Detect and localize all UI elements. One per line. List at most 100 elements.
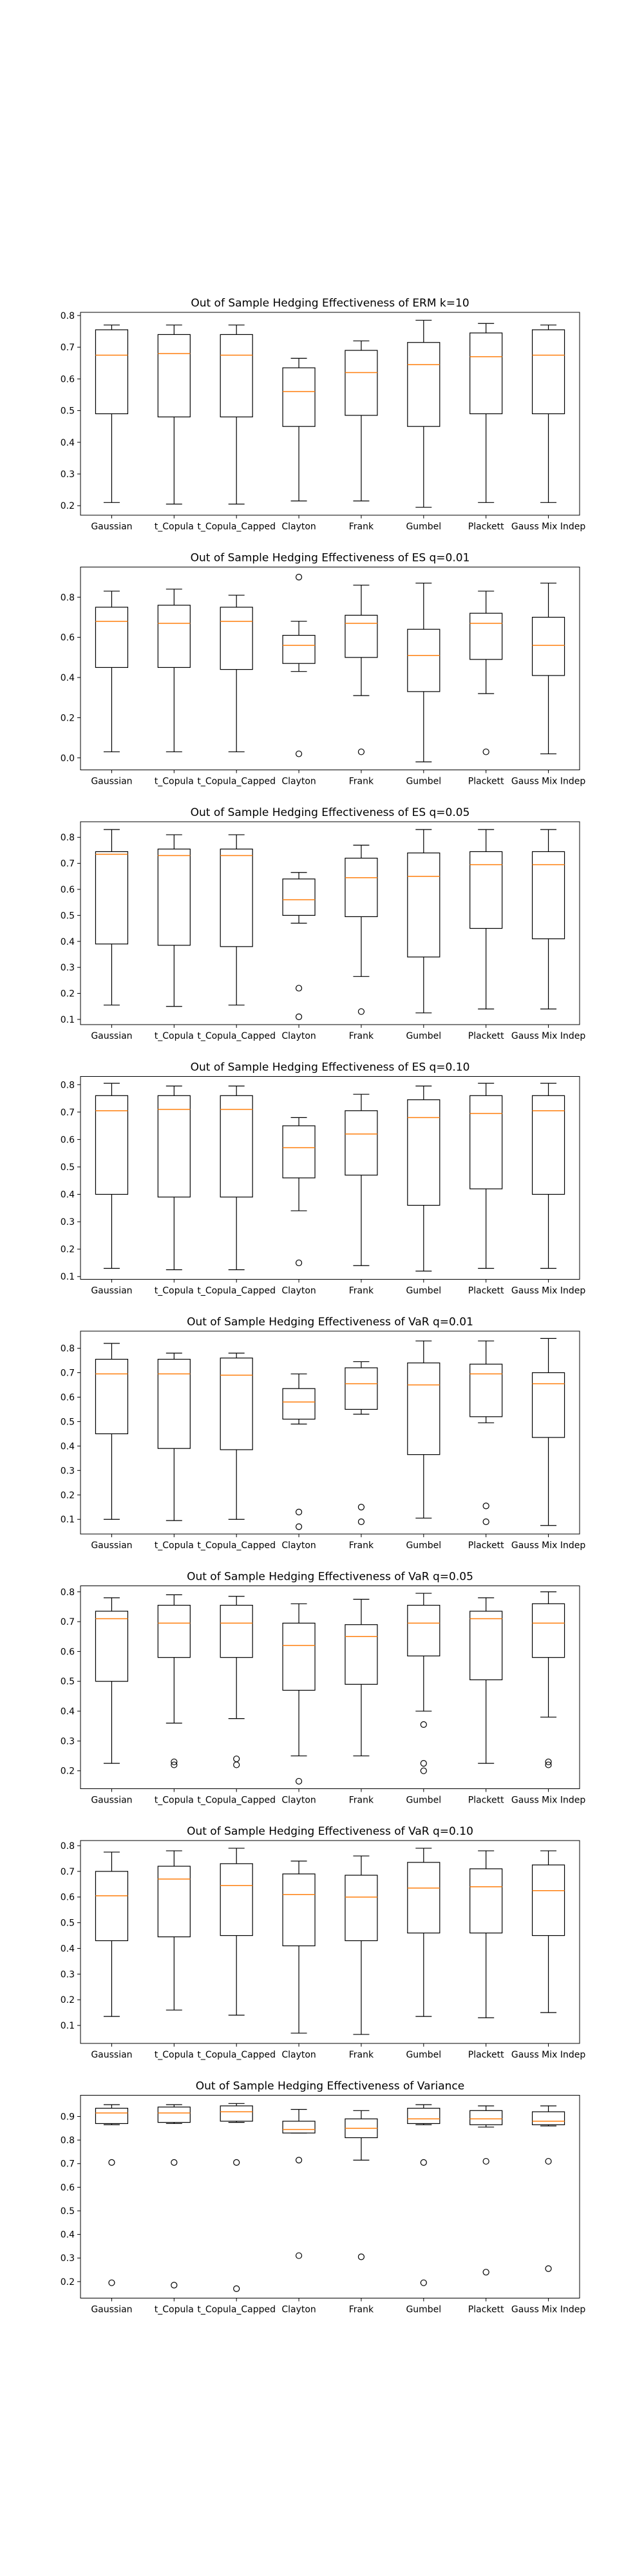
- y-tick-label: 0.1: [61, 2021, 75, 2031]
- y-tick-label: 0.8: [61, 1344, 75, 1354]
- y-tick-label: 0.3: [61, 963, 75, 973]
- chart-title: Out of Sample Hedging Effectiveness of V…: [187, 1825, 473, 1838]
- iqr-box: [407, 1605, 440, 1656]
- y-tick-label: 0.8: [61, 311, 75, 321]
- y-tick-label: 0.3: [61, 1969, 75, 1980]
- box-Clayton: [282, 573, 316, 757]
- y-tick-label: 0.2: [61, 2277, 75, 2287]
- box-t_Copula: [157, 1352, 191, 1521]
- box-Gauss Mix Indep: [531, 1083, 565, 1269]
- iqr-box: [345, 1624, 378, 1685]
- y-tick-label: 0.3: [61, 2253, 75, 2264]
- x-tick-label: Gumbel: [406, 777, 441, 787]
- iqr-box: [469, 1611, 503, 1681]
- x-tick-label: t_Copula: [155, 1031, 194, 1041]
- x-tick-label: t_Copula: [155, 1286, 194, 1296]
- box-Clayton: [282, 357, 316, 502]
- chart-1: Out of Sample Hedging Effectiveness of E…: [61, 297, 586, 532]
- box-Gauss Mix Indep: [531, 1338, 565, 1526]
- x-tick-label: Frank: [349, 777, 374, 787]
- x-tick-label: t_Copula_Capped: [197, 1795, 276, 1806]
- x-tick-label: Gumbel: [406, 1795, 441, 1806]
- iqr-box: [220, 2105, 253, 2122]
- iqr-box: [531, 329, 565, 415]
- box-Clayton: [282, 872, 316, 1020]
- box-Clayton: [282, 2108, 316, 2259]
- box-Clayton: [282, 1117, 316, 1267]
- outlier-point: [420, 1721, 427, 1728]
- box-t_Copula_Capped: [220, 1352, 253, 1520]
- y-tick-label: 0.6: [61, 1135, 75, 1145]
- axes-frame: [80, 1331, 580, 1535]
- box-Plackett: [469, 1850, 503, 2018]
- box-Frank: [345, 340, 378, 502]
- x-tick-label: Clayton: [281, 1031, 316, 1041]
- axes-frame: [80, 1586, 580, 1789]
- iqr-box: [345, 1875, 378, 1942]
- chart-4: Out of Sample Hedging Effectiveness of E…: [61, 1061, 586, 1296]
- iqr-box: [157, 848, 191, 946]
- chart-7: Out of Sample Hedging Effectiveness of V…: [61, 1825, 586, 2060]
- chart-title: Out of Sample Hedging Effectiveness of E…: [191, 806, 470, 819]
- outlier-point: [233, 1761, 240, 1768]
- x-tick-label: Gauss Mix Indep: [511, 1286, 586, 1296]
- y-tick-label: 0.3: [61, 469, 75, 480]
- y-tick-label: 0.1: [61, 1015, 75, 1025]
- outlier-point: [482, 748, 489, 755]
- chart-title: Out of Sample Hedging Effectiveness of V…: [187, 1316, 473, 1329]
- iqr-box: [282, 1622, 316, 1691]
- axes-frame: [80, 312, 580, 516]
- x-tick-label: Gumbel: [406, 1031, 441, 1041]
- outlier-point: [171, 1761, 178, 1768]
- y-tick-label: 0.4: [61, 1707, 75, 1717]
- iqr-box: [407, 852, 440, 958]
- y-tick-label: 0.6: [61, 885, 75, 895]
- iqr-box: [157, 1866, 191, 1938]
- box-Gauss Mix Indep: [531, 829, 565, 1010]
- y-tick-label: 0.6: [61, 1893, 75, 1903]
- box-Frank: [345, 584, 378, 755]
- iqr-box: [345, 1367, 378, 1410]
- outlier-point: [357, 1518, 365, 1526]
- x-tick-label: Frank: [349, 1795, 374, 1806]
- x-tick-label: Gauss Mix Indep: [511, 2305, 586, 2315]
- chart-8: Out of Sample Hedging Effectiveness of V…: [61, 2080, 586, 2315]
- y-tick-label: 0.8: [61, 1080, 75, 1090]
- outlier-point: [420, 2279, 427, 2286]
- x-tick-label: t_Copula: [155, 1540, 194, 1551]
- y-tick-label: 0.4: [61, 438, 75, 448]
- y-tick-label: 0.3: [61, 1217, 75, 1227]
- y-tick-label: 0.6: [61, 374, 75, 384]
- iqr-box: [157, 1605, 191, 1658]
- outlier-point: [295, 2157, 303, 2164]
- box-Gaussian: [95, 2104, 129, 2286]
- iqr-box: [95, 329, 129, 415]
- iqr-box: [469, 2110, 503, 2125]
- outlier-point: [295, 1523, 303, 1530]
- y-tick-label: 0.8: [61, 2136, 75, 2146]
- box-t_Copula_Capped: [220, 325, 253, 505]
- x-tick-label: Gumbel: [406, 1286, 441, 1296]
- y-tick-label: 0.2: [61, 501, 75, 511]
- iqr-box: [407, 2108, 440, 2125]
- y-tick-label: 0.8: [61, 592, 75, 603]
- outlier-point: [295, 2252, 303, 2259]
- y-tick-label: 0.4: [61, 1190, 75, 1200]
- y-tick-label: 0.4: [61, 2230, 75, 2240]
- x-tick-label: t_Copula: [155, 522, 194, 532]
- box-t_Copula_Capped: [220, 594, 253, 753]
- outlier-point: [357, 1504, 365, 1511]
- iqr-box: [469, 1095, 503, 1189]
- x-tick-label: t_Copula: [155, 2050, 194, 2060]
- box-Gumbel: [407, 319, 440, 508]
- box-t_Copula: [157, 1850, 191, 2011]
- x-tick-label: t_Copula: [155, 777, 194, 787]
- iqr-box: [407, 342, 440, 427]
- iqr-box: [345, 857, 378, 918]
- box-Plackett: [469, 323, 503, 503]
- x-tick-label: Frank: [349, 2050, 374, 2060]
- box-Gauss Mix Indep: [531, 1591, 565, 1768]
- y-tick-label: 0.6: [61, 2183, 75, 2193]
- box-Gauss Mix Indep: [531, 2105, 565, 2272]
